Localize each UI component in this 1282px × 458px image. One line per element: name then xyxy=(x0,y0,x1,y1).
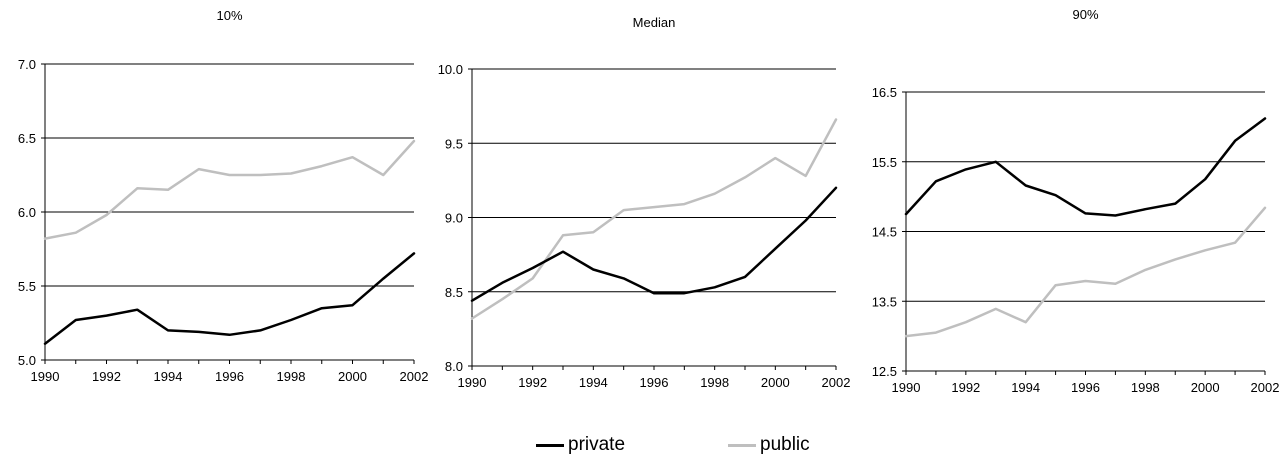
x-tick-label: 1990 xyxy=(892,380,921,395)
y-tick-label: 16.5 xyxy=(872,85,897,100)
series-line-public xyxy=(43,139,416,240)
y-tick-label: 14.5 xyxy=(872,225,897,240)
x-tick-label: 2002 xyxy=(400,369,429,384)
x-tick-label: 1994 xyxy=(154,369,183,384)
x-tick-label: 1990 xyxy=(458,375,487,390)
series-line-private xyxy=(470,186,838,302)
y-tick-label: 15.5 xyxy=(872,155,897,170)
series-line-public xyxy=(904,206,1267,338)
x-tick-label: 2002 xyxy=(822,375,851,390)
y-tick-label: 9.5 xyxy=(445,136,463,151)
series-line-private xyxy=(43,252,416,345)
x-tick-label: 1992 xyxy=(92,369,121,384)
x-tick-label: 1998 xyxy=(277,369,306,384)
x-tick-label: 2000 xyxy=(1191,380,1220,395)
x-tick-label: 1996 xyxy=(640,375,669,390)
x-tick-label: 2000 xyxy=(338,369,367,384)
x-tick-label: 1998 xyxy=(1131,380,1160,395)
series-line-private xyxy=(904,117,1267,217)
legend-item-public: public xyxy=(728,434,810,456)
legend-label-public: public xyxy=(760,434,810,455)
legend: private public xyxy=(0,434,1282,458)
chart-title: 10% xyxy=(216,8,242,23)
x-tick-label: 1992 xyxy=(951,380,980,395)
legend-item-private: private xyxy=(536,434,625,456)
legend-swatch-public xyxy=(728,443,756,447)
chart-title: Median xyxy=(633,15,676,30)
x-tick-label: 1996 xyxy=(215,369,244,384)
y-tick-label: 6.5 xyxy=(18,131,36,146)
x-tick-label: 1992 xyxy=(518,375,547,390)
legend-swatch-private xyxy=(536,443,564,447)
chart-panel-1: 10% 5.0 5.5 6.0 6.5 7.0 1990 1992 1994 1996 1998 20… xyxy=(18,8,429,384)
y-tick-label: 6.0 xyxy=(18,205,36,220)
y-tick-label: 10.0 xyxy=(438,62,463,77)
x-tick-label: 1994 xyxy=(1011,380,1040,395)
chart-panel-2: Median 8.0 8.5 9.0 9.5 10.0 1990 1992 1994 1996 19… xyxy=(438,15,851,390)
y-tick-label: 5.0 xyxy=(18,353,36,368)
chart-panel-3: 90% 12.5 13.5 14.5 15.5 16.5 1990 1992 1994 1996 1… xyxy=(872,7,1280,395)
series-line-public xyxy=(470,118,838,320)
y-tick-label: 12.5 xyxy=(872,364,897,379)
y-tick-label: 8.5 xyxy=(445,285,463,300)
y-tick-label: 9.0 xyxy=(445,211,463,226)
y-tick-label: 5.5 xyxy=(18,279,36,294)
x-tick-label: 1990 xyxy=(31,369,60,384)
x-tick-label: 1998 xyxy=(700,375,729,390)
x-tick-label: 2002 xyxy=(1251,380,1280,395)
x-tick-label: 2000 xyxy=(761,375,790,390)
y-tick-label: 8.0 xyxy=(445,359,463,374)
x-tick-label: 1994 xyxy=(579,375,608,390)
y-tick-label: 7.0 xyxy=(18,57,36,72)
chart-title: 90% xyxy=(1072,7,1098,22)
legend-label-private: private xyxy=(568,434,626,455)
y-tick-label: 13.5 xyxy=(872,294,897,309)
x-tick-label: 1996 xyxy=(1071,380,1100,395)
